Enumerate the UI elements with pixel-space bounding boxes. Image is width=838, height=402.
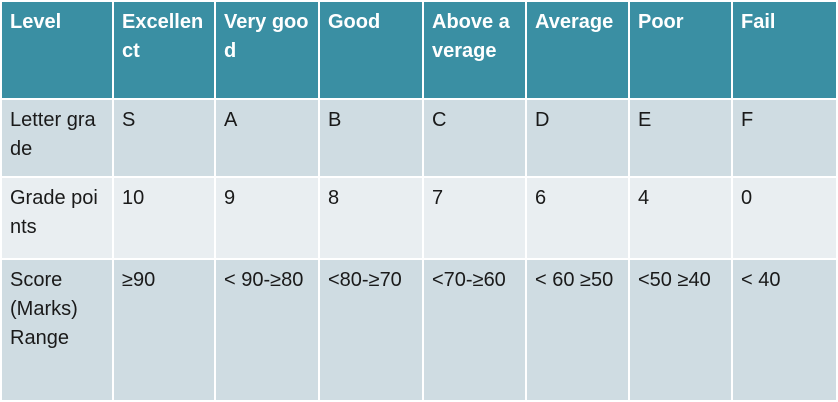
- header-cell: Poor: [628, 0, 733, 100]
- header-cell: Average: [525, 0, 630, 100]
- table-cell: 7: [422, 176, 527, 260]
- table-cell: 9: [214, 176, 320, 260]
- table-row: Grade points 10 9 8 7 6 4 0: [0, 176, 838, 260]
- header-cell: Fail: [731, 0, 838, 100]
- header-cell: Excellenct: [112, 0, 216, 100]
- table-cell: 4: [628, 176, 733, 260]
- table-cell: 10: [112, 176, 216, 260]
- table-cell: C: [422, 98, 527, 178]
- table-cell: <70-≥60: [422, 258, 527, 402]
- table-cell: 6: [525, 176, 630, 260]
- table-cell: E: [628, 98, 733, 178]
- table-cell: F: [731, 98, 838, 178]
- table-body: Letter grade S A B C D E F Grade points 10 9 8 7 6 4 0 S…: [0, 98, 838, 402]
- row-label: Grade points: [0, 176, 114, 260]
- row-label: Letter grade: [0, 98, 114, 178]
- table-cell: B: [318, 98, 424, 178]
- table-cell: < 60 ≥50: [525, 258, 630, 402]
- header-cell: Very good: [214, 0, 320, 100]
- header-row: Level Excellenct Very good Good Above averag…: [0, 0, 838, 100]
- table-cell: <50 ≥40: [628, 258, 733, 402]
- header-cell: Level: [0, 0, 114, 100]
- table-cell: < 40: [731, 258, 838, 402]
- row-label: Score (Marks) Range: [0, 258, 114, 402]
- table-cell: 8: [318, 176, 424, 260]
- header-cell: Good: [318, 0, 424, 100]
- table-cell: 0: [731, 176, 838, 260]
- table-cell: S: [112, 98, 216, 178]
- table-cell: <80-≥70: [318, 258, 424, 402]
- table-cell: < 90-≥80: [214, 258, 320, 402]
- table-cell: D: [525, 98, 630, 178]
- table-row: Score (Marks) Range ≥90 < 90-≥80 <80-≥70 <70…: [0, 258, 838, 402]
- table-cell: ≥90: [112, 258, 216, 402]
- table-row: Letter grade S A B C D E F: [0, 98, 838, 178]
- table-cell: A: [214, 98, 320, 178]
- header-cell: Above average: [422, 0, 527, 100]
